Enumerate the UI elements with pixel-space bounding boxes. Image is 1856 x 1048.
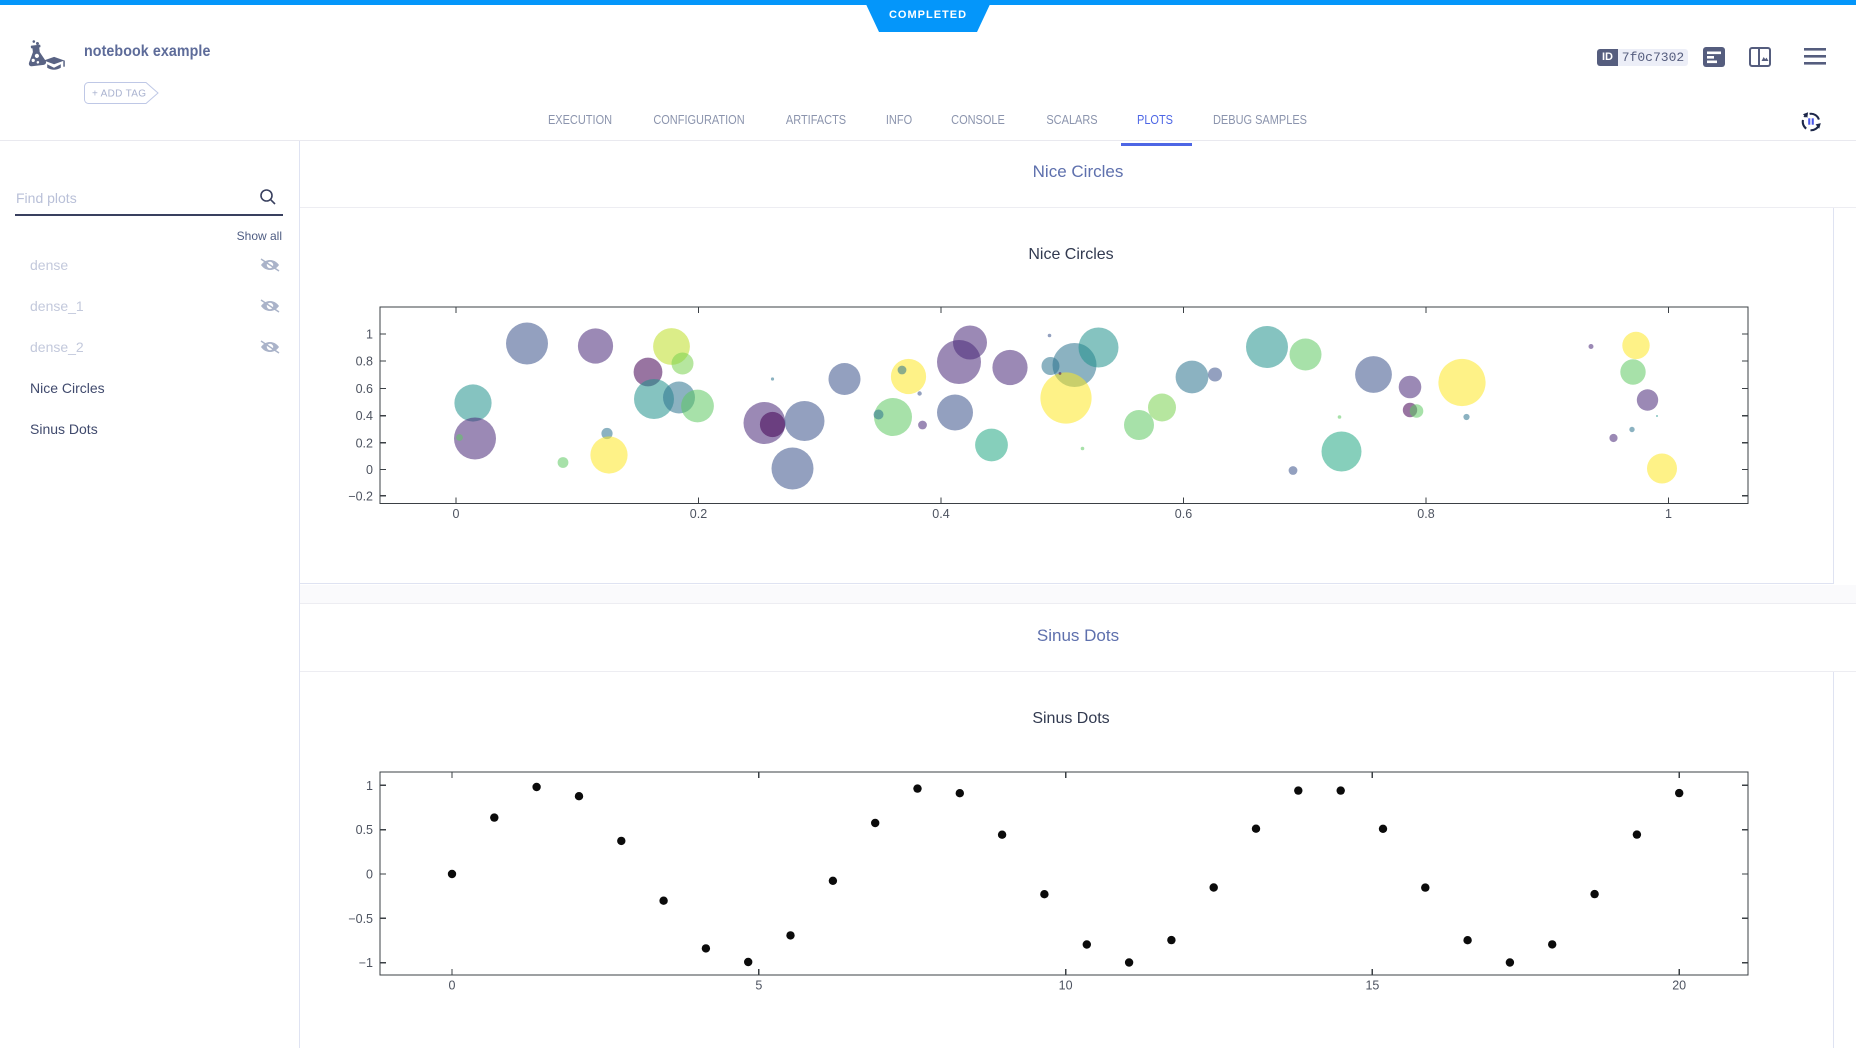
svg-text:−0.5: −0.5	[348, 912, 373, 926]
svg-text:0.2: 0.2	[356, 436, 373, 450]
svg-text:+ ADD TAG: + ADD TAG	[92, 89, 146, 100]
svg-text:15: 15	[1365, 979, 1379, 993]
svg-text:0.5: 0.5	[356, 823, 373, 837]
svg-text:0.4: 0.4	[932, 507, 949, 521]
svg-text:10: 10	[1059, 979, 1073, 993]
svg-text:0: 0	[453, 507, 460, 521]
svg-text:0: 0	[366, 463, 373, 477]
svg-text:1: 1	[1665, 507, 1672, 521]
svg-text:0.2: 0.2	[690, 507, 707, 521]
svg-text:0.6: 0.6	[1175, 507, 1192, 521]
svg-text:1: 1	[366, 779, 373, 793]
svg-text:0.8: 0.8	[356, 355, 373, 369]
svg-text:−0.2: −0.2	[348, 489, 373, 503]
svg-text:0.4: 0.4	[356, 409, 373, 423]
svg-text:5: 5	[755, 979, 762, 993]
svg-text:0.8: 0.8	[1417, 507, 1434, 521]
svg-text:0: 0	[449, 979, 456, 993]
svg-text:1: 1	[366, 328, 373, 342]
svg-text:20: 20	[1672, 979, 1686, 993]
svg-text:0.6: 0.6	[356, 382, 373, 396]
svg-text:0: 0	[366, 868, 373, 882]
svg-text:−1: −1	[359, 956, 373, 970]
